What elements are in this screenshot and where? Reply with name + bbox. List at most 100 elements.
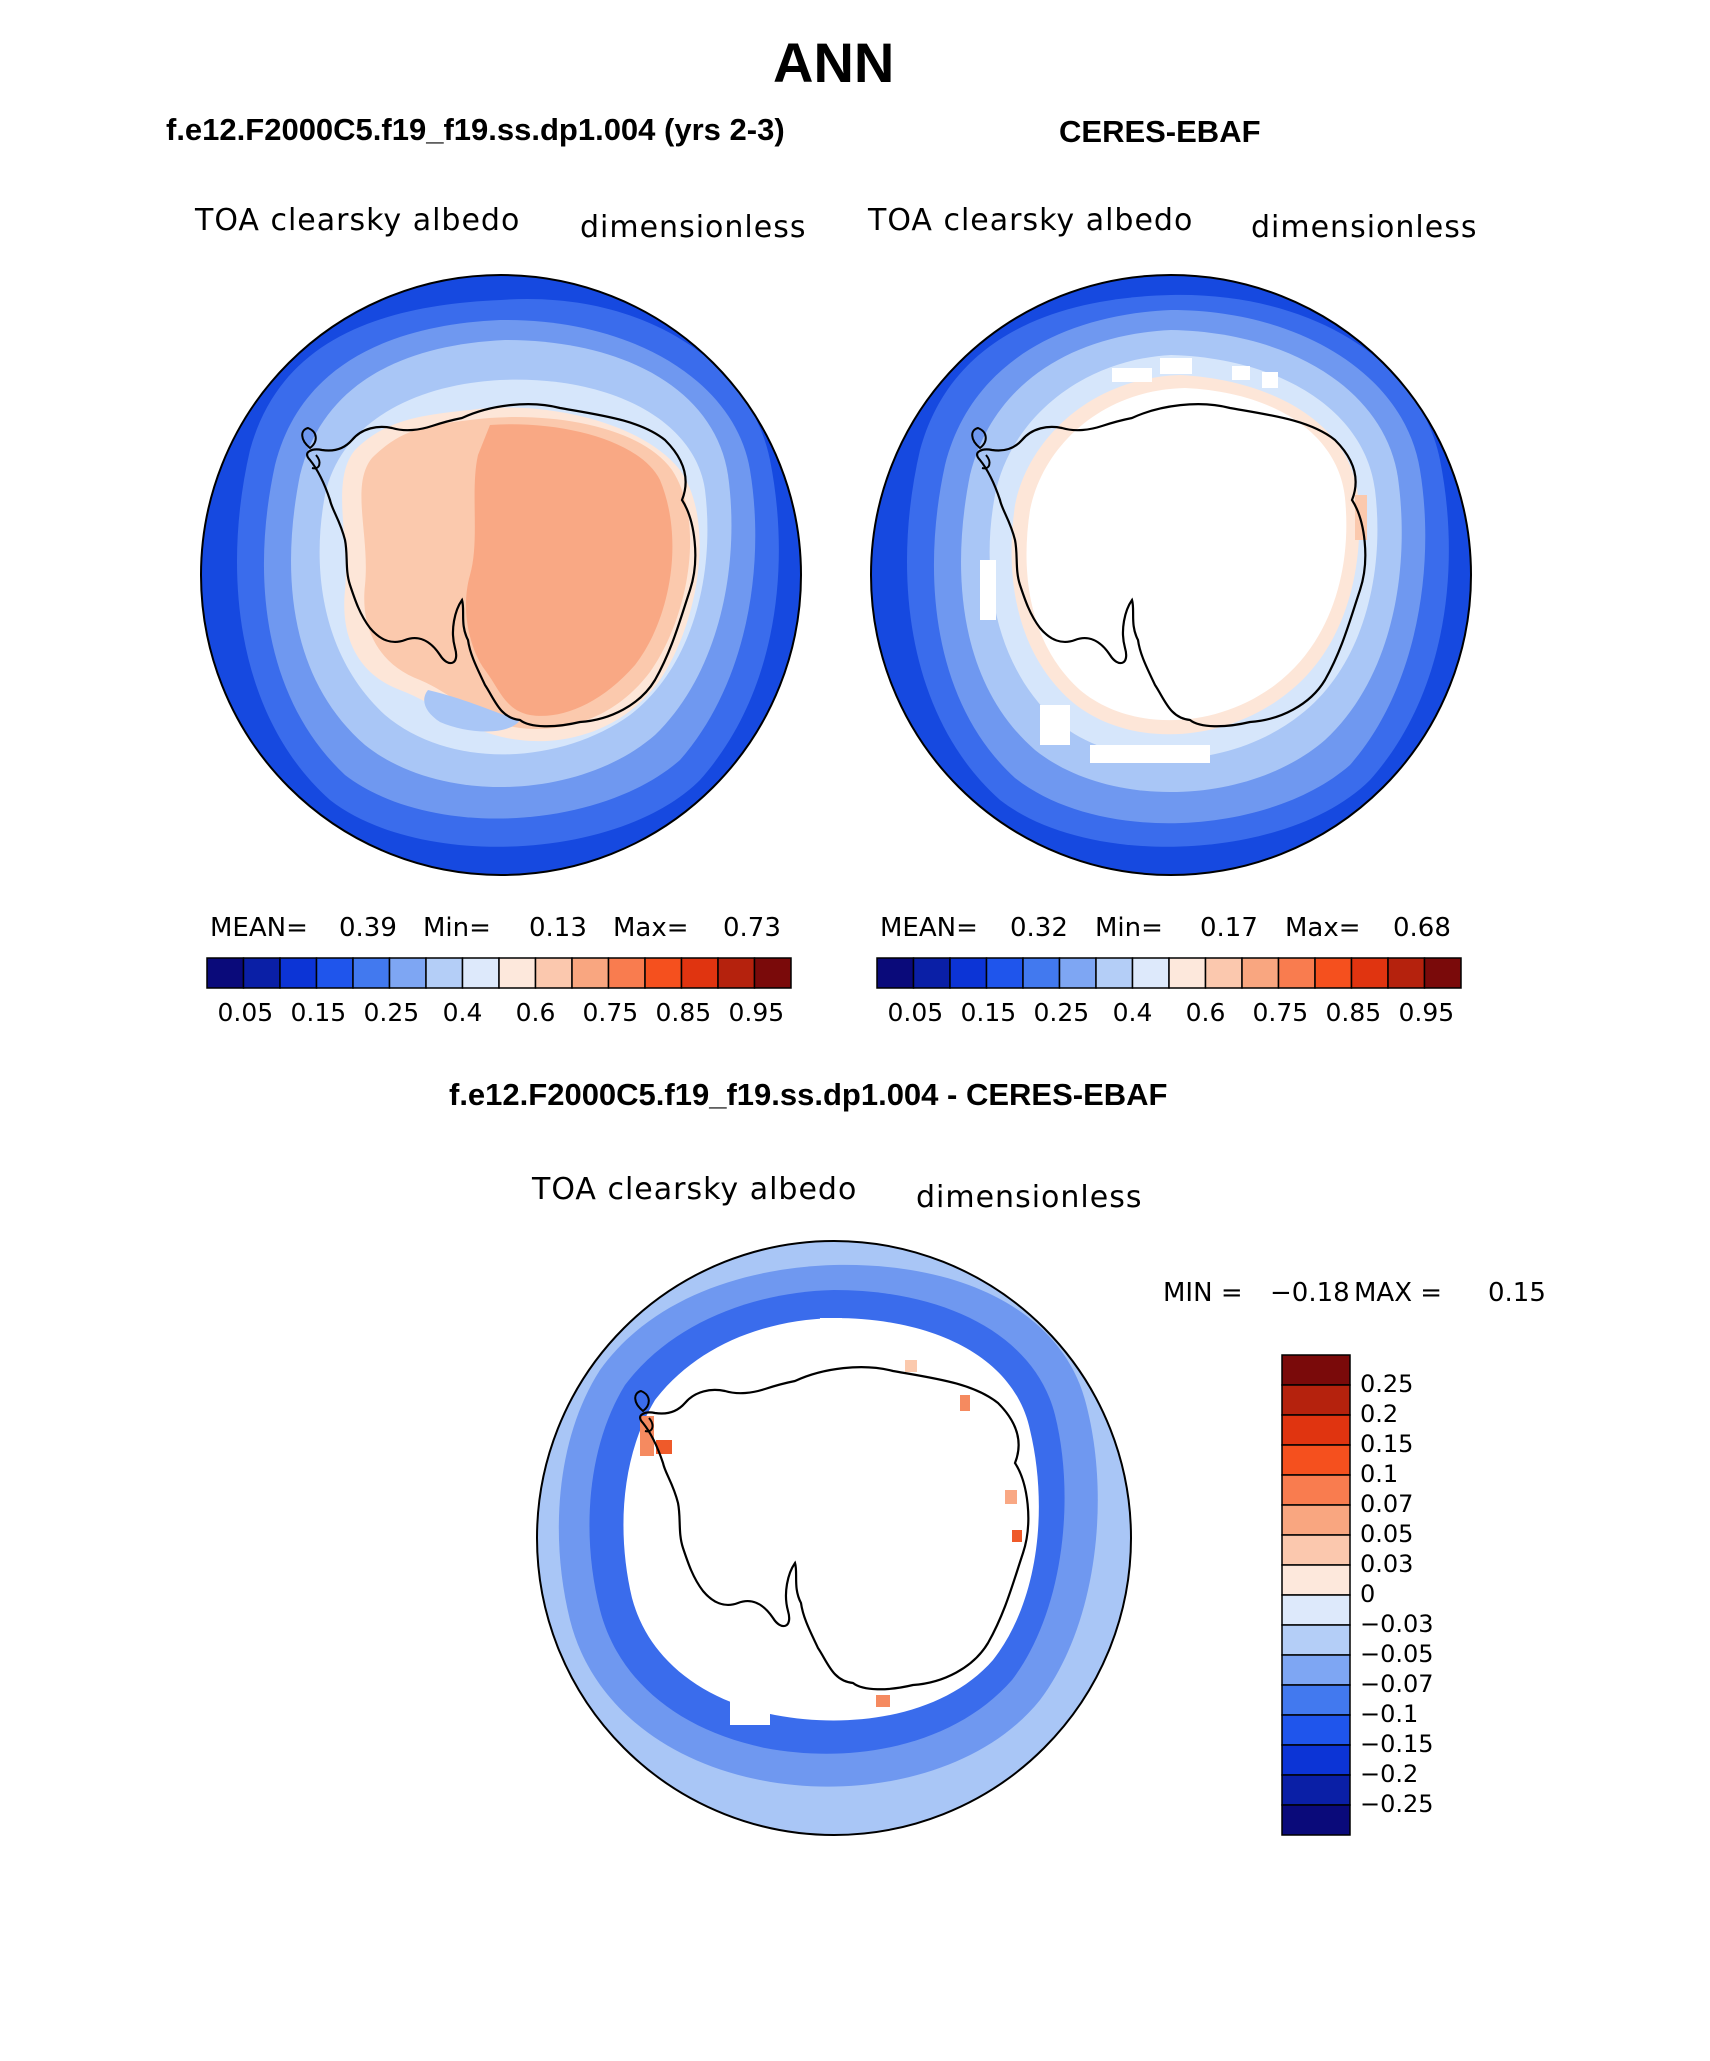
colorbar-cell — [1281, 1684, 1351, 1716]
colorbar-cell — [1281, 1774, 1351, 1806]
colorbar-cell — [1281, 1654, 1351, 1686]
panel-2-min: 0.17 — [1200, 913, 1258, 943]
colorbar-cell — [571, 957, 610, 989]
colorbar-cell — [912, 957, 951, 989]
colorbar-cell — [315, 957, 354, 989]
colorbar-cell — [1241, 957, 1280, 989]
colorbar-tick-label: 0.15 — [290, 998, 347, 1027]
colorbar-cell — [1168, 957, 1207, 989]
colorbar-cell — [717, 957, 756, 989]
colorbar-cell — [1281, 1714, 1351, 1746]
colorbar-cell — [1387, 957, 1426, 989]
colorbar-tick-label: 0.05 — [217, 998, 274, 1027]
panel-3-variable: TOA clearsky albedo — [532, 1172, 858, 1207]
panel-1-max: 0.73 — [723, 913, 781, 943]
colorbar-cell — [1281, 1414, 1351, 1446]
panel-3-max: 0.15 — [1488, 1278, 1546, 1308]
colorbar-tick-label: 0.07 — [1360, 1490, 1414, 1518]
colorbar-tick-label: 0.85 — [1325, 998, 1382, 1027]
colorbar-cell — [1281, 1564, 1351, 1596]
colorbar-cell — [680, 957, 719, 989]
colorbar-cell — [425, 957, 464, 989]
panel-1-title: f.e12.F2000C5.f19_f19.ss.dp1.004 (yrs 2-… — [166, 112, 785, 147]
colorbar-tick-label: 0.25 — [1033, 998, 1090, 1027]
colorbar-tick-label: 0.15 — [1360, 1430, 1414, 1458]
panel-1-units: dimensionless — [580, 210, 807, 245]
colorbar-cell — [1281, 1534, 1351, 1566]
colorbar-tick-label: 0.6 — [515, 998, 556, 1027]
colorbar-cell — [1281, 1594, 1351, 1626]
panel-2-mean-label: MEAN= — [880, 913, 978, 943]
colorbar-tick-label: −0.15 — [1360, 1730, 1434, 1758]
colorbar-tick-label: 0.05 — [1360, 1520, 1414, 1548]
colorbar-tick-label: 0.05 — [887, 998, 944, 1027]
panel-2-mean: 0.32 — [1010, 913, 1068, 943]
colorbar-tick-label: −0.07 — [1360, 1670, 1434, 1698]
colorbar-panel-2 — [876, 957, 1462, 989]
colorbar-tick-label: −0.25 — [1360, 1790, 1434, 1818]
panel-1-mean: 0.39 — [339, 913, 397, 943]
colorbar-cell — [242, 957, 281, 989]
panel-3-max-label: MAX = — [1354, 1278, 1443, 1308]
panel-3-title: f.e12.F2000C5.f19_f19.ss.dp1.004 - CERES… — [449, 1077, 1168, 1112]
colorbar-cell — [461, 957, 500, 989]
colorbar-cell — [498, 957, 537, 989]
colorbar-cell — [388, 957, 427, 989]
colorbar-cell — [1281, 1624, 1351, 1656]
colorbar-cell — [644, 957, 683, 989]
colorbar-cell — [1281, 1504, 1351, 1536]
colorbar-cell — [607, 957, 646, 989]
colorbar-cell — [949, 957, 988, 989]
colorbar-tick-label: 0.75 — [582, 998, 639, 1027]
colorbar-cell — [206, 957, 245, 989]
colorbar-cell — [1281, 1474, 1351, 1506]
antarctica-coastline — [306, 403, 697, 728]
colorbar-panel-1 — [206, 957, 792, 989]
panel-2-title: CERES-EBAF — [1059, 114, 1261, 149]
colorbar-cell — [1204, 957, 1243, 989]
panel-1-min-label: Min= — [423, 913, 491, 943]
colorbar-tick-label: 0.25 — [1360, 1370, 1414, 1398]
colorbar-tick-label: −0.03 — [1360, 1610, 1434, 1638]
colorbar-tick-label: −0.1 — [1360, 1700, 1419, 1728]
colorbar-tick-label: 0.1 — [1360, 1460, 1399, 1488]
colorbar-tick-label: 0.03 — [1360, 1550, 1414, 1578]
colorbar-tick-label: 0.85 — [655, 998, 712, 1027]
panel-2-max-label: Max= — [1285, 913, 1361, 943]
panel-1-variable: TOA clearsky albedo — [195, 203, 521, 238]
panel-2-variable: TOA clearsky albedo — [868, 203, 1194, 238]
panel-1-max-label: Max= — [613, 913, 689, 943]
colorbar-tick-label: 0.4 — [442, 998, 483, 1027]
colorbar-cell — [1281, 1804, 1351, 1836]
colorbar-cell — [876, 957, 915, 989]
colorbar-tick-label: 0.4 — [1112, 998, 1153, 1027]
colorbar-cell — [1281, 1354, 1351, 1386]
figure-title: ANN — [773, 31, 895, 94]
colorbar-cell — [279, 957, 318, 989]
colorbar-cell — [1131, 957, 1170, 989]
colorbar-cell — [352, 957, 391, 989]
colorbar-cell — [985, 957, 1024, 989]
colorbar-tick-label: 0.95 — [728, 998, 785, 1027]
colorbar-cell — [534, 957, 573, 989]
panel-3-min-label: MIN = — [1163, 1278, 1243, 1308]
colorbar-cell — [1281, 1384, 1351, 1416]
colorbar-tick-label: 0.75 — [1252, 998, 1309, 1027]
panel-1-min: 0.13 — [529, 913, 587, 943]
colorbar-cell — [1281, 1444, 1351, 1476]
colorbar-cell — [1058, 957, 1097, 989]
colorbar-cell — [753, 957, 792, 989]
colorbar-cell — [1350, 957, 1389, 989]
colorbar-tick-label: −0.2 — [1360, 1760, 1419, 1788]
panel-2-max: 0.68 — [1393, 913, 1451, 943]
panel-3-min: −0.18 — [1270, 1278, 1350, 1308]
colorbar-cell — [1095, 957, 1134, 989]
colorbar-cell — [1022, 957, 1061, 989]
colorbar-tick-label: 0.25 — [363, 998, 420, 1027]
panel-3-units: dimensionless — [916, 1180, 1143, 1215]
colorbar-difference — [1281, 1354, 1351, 1836]
colorbar-cell — [1277, 957, 1316, 989]
panel-2-units: dimensionless — [1251, 210, 1478, 245]
colorbar-cell — [1423, 957, 1462, 989]
